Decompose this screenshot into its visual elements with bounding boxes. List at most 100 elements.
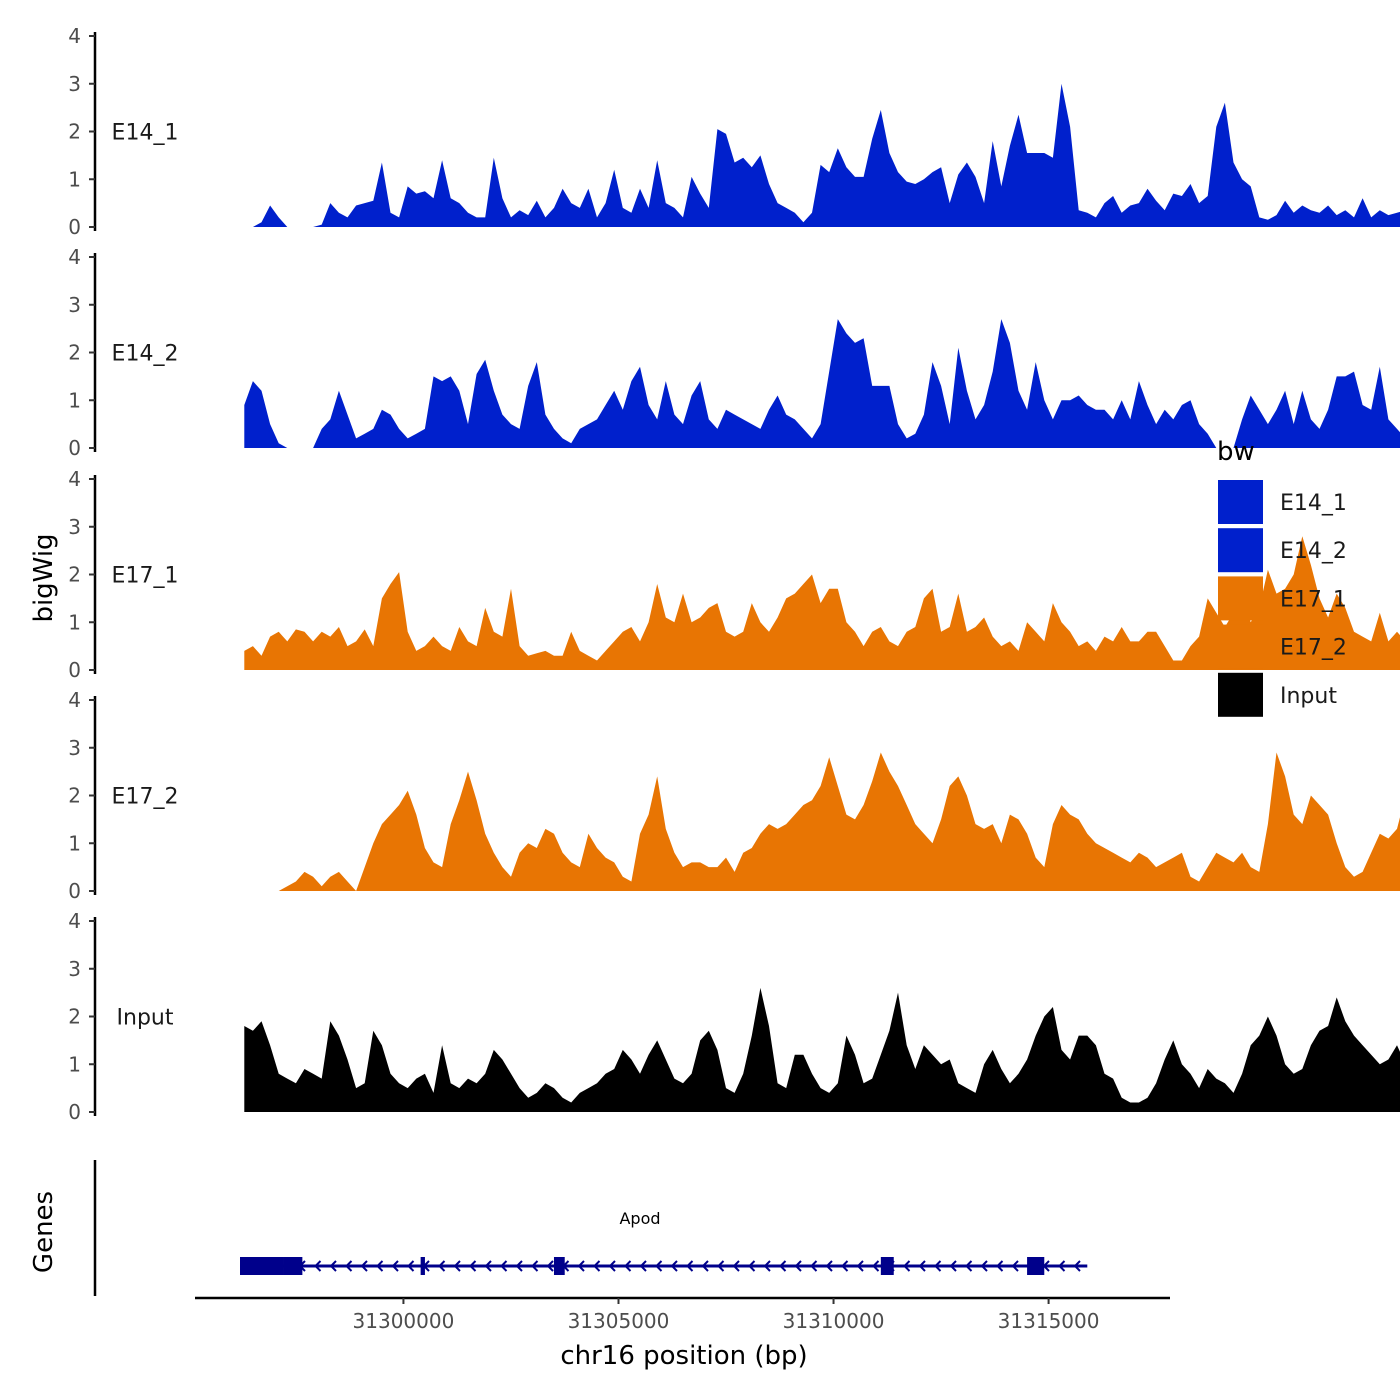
y-tick-label: 0 (68, 436, 81, 460)
y-tick-label: 4 (68, 245, 81, 269)
track-label: E17_1 (112, 564, 179, 589)
legend-swatch-e14_2 (1218, 528, 1263, 573)
strand-arrow (1073, 1260, 1081, 1272)
y-tick-label: 3 (68, 293, 81, 317)
legend-swatch-e17_2 (1218, 624, 1263, 669)
strand-arrow (655, 1260, 663, 1272)
strand-arrow (732, 1260, 740, 1272)
track-e17_2: 0 1 2 3 4 E17_2 (68, 688, 1400, 903)
legend-label-e17_1: E17_1 (1280, 587, 1347, 612)
y-tick-label: 3 (68, 957, 81, 981)
y-tick-label: 2 (68, 120, 81, 144)
x-axis-title: chr16 position (bp) (560, 1341, 807, 1371)
gene-exon (240, 1257, 284, 1275)
x-tick-label: 31300000 (353, 1309, 455, 1333)
x-tick-label: 31305000 (568, 1309, 670, 1333)
track-e14_2: 0 1 2 3 4 E14_2 (68, 245, 1400, 460)
strand-arrow (717, 1260, 725, 1272)
strand-arrow (701, 1260, 709, 1272)
area-e14_2 (244, 319, 1400, 448)
y-tick-label: 1 (68, 831, 81, 855)
strand-arrow (748, 1260, 756, 1272)
area-input (244, 987, 1400, 1112)
strand-arrow (965, 1260, 973, 1272)
strand-arrow (484, 1260, 492, 1272)
y-tick-label: 3 (68, 515, 81, 539)
y-tick-label: 2 (68, 1005, 81, 1029)
y-axis-title: bigWig (29, 533, 59, 622)
strand-arrow (810, 1260, 818, 1272)
y-tick-label: 4 (68, 909, 81, 933)
strand-arrow (1011, 1260, 1019, 1272)
strand-arrow (903, 1260, 911, 1272)
strand-arrow (841, 1260, 849, 1272)
gene-exon (1027, 1257, 1045, 1275)
area-e17_1 (244, 536, 1400, 670)
legend-label-e17_2: E17_2 (1280, 636, 1347, 661)
strand-arrow (469, 1260, 477, 1272)
strand-arrow (360, 1260, 368, 1272)
y-tick-label: 4 (68, 467, 81, 491)
strand-arrow (500, 1260, 508, 1272)
strand-arrow (515, 1260, 523, 1272)
y-tick-label: 4 (68, 24, 81, 48)
strand-arrow (980, 1260, 988, 1272)
strand-arrow (779, 1260, 787, 1272)
strand-arrow (794, 1260, 802, 1272)
strand-arrow (1058, 1260, 1066, 1272)
strand-arrow (608, 1260, 616, 1272)
y-tick-label: 3 (68, 72, 81, 96)
y-tick-label: 1 (68, 167, 81, 191)
legend: bw E14_1 E14_2 E17_1 E17_2 Input (1217, 437, 1347, 717)
y-tick-label: 2 (68, 784, 81, 808)
strand-arrow (934, 1260, 942, 1272)
y-tick-label: 0 (68, 215, 81, 239)
strand-arrow (391, 1260, 399, 1272)
genes-axis-title: Genes (29, 1191, 59, 1273)
x-tick-label: 31310000 (783, 1309, 885, 1333)
strand-arrow (531, 1260, 539, 1272)
legend-label-e14_2: E14_2 (1280, 539, 1347, 564)
strand-arrow (763, 1260, 771, 1272)
strand-arrow (670, 1260, 678, 1272)
track-input: 0 1 2 3 4 Input (68, 909, 1400, 1124)
y-tick-label: 3 (68, 736, 81, 760)
y-tick-label: 0 (68, 879, 81, 903)
strand-arrow (872, 1260, 880, 1272)
strand-arrow (686, 1260, 694, 1272)
legend-swatch-e14_1 (1218, 480, 1263, 524)
strand-arrow (407, 1260, 415, 1272)
y-tick-label: 1 (68, 1052, 81, 1076)
legend-label-e14_1: E14_1 (1280, 491, 1347, 516)
strand-arrow (856, 1260, 864, 1272)
strand-arrow (918, 1260, 926, 1272)
strand-arrow (949, 1260, 957, 1272)
strand-arrow (376, 1260, 384, 1272)
track-label: E14_1 (112, 121, 179, 146)
track-e14_1: 0 1 2 3 4 E14_1 (68, 24, 1400, 239)
strand-arrow (577, 1260, 585, 1272)
strand-arrow (345, 1260, 353, 1272)
gene-label-apod: Apod (619, 1209, 660, 1228)
gene-exon (880, 1257, 894, 1275)
legend-label-input: Input (1280, 684, 1337, 709)
strand-arrow (438, 1260, 446, 1272)
legend-swatch-input (1218, 672, 1263, 717)
strand-arrow (546, 1260, 554, 1272)
track-label: E17_2 (112, 785, 179, 810)
strand-arrow (453, 1260, 461, 1272)
y-tick-label: 0 (68, 658, 81, 682)
track-e17_1: 0 1 2 3 4 E17_1 (68, 467, 1400, 682)
y-tick-label: 0 (68, 1100, 81, 1124)
y-tick-label: 2 (68, 341, 81, 365)
track-label: Input (117, 1006, 174, 1031)
strand-arrow (314, 1260, 322, 1272)
y-tick-label: 1 (68, 610, 81, 634)
strand-arrow (825, 1260, 833, 1272)
tracks-layer: 0 1 2 3 4 E14_1 0 1 2 3 4 E14_2 0 1 2 3 4 E17_1 0 1 2 3 4 E17_2… (68, 24, 1400, 1124)
area-e17_2 (244, 752, 1400, 891)
strand-arrow (593, 1260, 601, 1272)
strand-arrow (329, 1260, 337, 1272)
y-tick-label: 2 (68, 563, 81, 587)
